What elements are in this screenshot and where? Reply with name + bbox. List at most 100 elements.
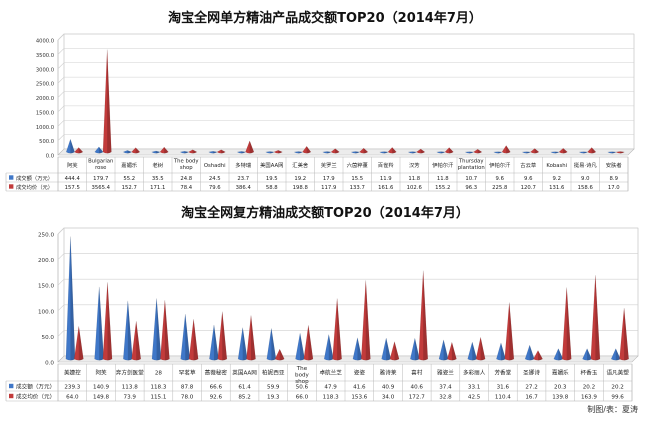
bar-avg-price-12 (418, 270, 429, 361)
gridline (57, 48, 634, 55)
bar-shade (554, 151, 560, 154)
y-tick-label: 3500.0 (36, 53, 54, 59)
data-value-label: 17.0 (608, 185, 620, 191)
bar-shade (624, 308, 629, 361)
category-label: 雅诗莱 (380, 369, 397, 377)
legend-swatch-avg-price (9, 393, 14, 399)
bar-shade (328, 334, 334, 361)
data-value-label: 61.4 (238, 384, 251, 390)
bar-shade (250, 315, 256, 361)
chart-2-title: 淘宝全网复方精油成交额TOP20（2014年7月） (181, 206, 469, 221)
data-value-label: 11.8 (437, 176, 449, 182)
data-value-label: 20.2 (611, 384, 623, 390)
bar-shade (469, 151, 474, 154)
y-tick-label: 200.0 (38, 258, 54, 264)
bar-avg-price-7 (274, 348, 285, 361)
data-value-label: 120.7 (521, 185, 536, 191)
category-label: 伊帕尔汗 (489, 161, 511, 169)
bar-shade (278, 150, 283, 154)
data-value-label: 9.6 (524, 176, 533, 182)
bar-shade (337, 298, 342, 361)
bar-shade (249, 140, 254, 154)
data-value-label: 42.5 (468, 394, 481, 400)
data-value-label: 3565.4 (91, 185, 110, 191)
category-label: 嘉媚乐 (552, 369, 569, 377)
bar-shade (414, 338, 420, 361)
bar-shade (269, 151, 275, 154)
data-value-label: 239.3 (64, 384, 80, 390)
bar-shade (392, 147, 397, 154)
data-value-label: 35.5 (152, 176, 164, 182)
category-label: 汇美舍 (292, 161, 309, 169)
data-value-label: 11.9 (380, 176, 392, 182)
data-value-label: 59.9 (267, 384, 280, 390)
bar-avg-price-6 (245, 140, 255, 154)
category-label: 阿芙 (67, 161, 78, 169)
bar-avg-price-9 (330, 148, 340, 154)
bar-avg-price-0 (74, 147, 84, 154)
bar-shade (164, 300, 170, 361)
data-value-label: 158.6 (578, 185, 594, 191)
bar-shade (383, 151, 389, 154)
data-value-label: 92.6 (210, 394, 223, 400)
data-value-label: 79.6 (209, 185, 221, 191)
bar-avg-price-1 (102, 282, 113, 361)
bar-avg-price-8 (303, 325, 314, 361)
bar-shade (298, 151, 303, 154)
data-value-label: 118.3 (323, 394, 339, 400)
gridline (57, 330, 638, 337)
data-value-label: 153.6 (351, 394, 367, 400)
bar-avg-price-16 (533, 350, 543, 361)
data-value-label: 50.6 (296, 384, 309, 390)
bar-shade (241, 151, 246, 154)
data-value-label: 66.0 (296, 394, 309, 400)
category-label: 卓航兰芝 (319, 369, 342, 377)
data-value-label: 152.7 (122, 185, 137, 191)
data-value-label: 9.6 (496, 176, 505, 182)
bar-shade (222, 311, 227, 361)
chart-1-title: 淘宝全网单方精油产品成交额TOP20（2014年7月） (168, 11, 482, 26)
data-value-label: 19.2 (294, 176, 306, 182)
bar-shade (583, 151, 588, 154)
data-value-label: 58.8 (266, 185, 278, 191)
bar-avg-price-14 (473, 148, 483, 154)
category-label: The body shop (295, 366, 310, 385)
chart-1: 0.0 500.0 1000.0 1500.0 2000.0 2500.0 3000.0 35… (5, 33, 635, 192)
data-value-label: 102.6 (407, 185, 423, 191)
category-label: 芳香堂 (494, 369, 511, 377)
bar-shade (477, 149, 482, 154)
bar-shade (70, 236, 76, 361)
category-label: 安肤者 (606, 161, 622, 169)
bar-shade (99, 286, 104, 361)
category-label: 挺易·诗凡 (574, 161, 598, 169)
bar-shade (357, 337, 363, 361)
bar-avg-price-17 (558, 147, 568, 154)
bar-avg-price-16 (530, 148, 540, 154)
credit-text: 制图/表：夏涛 (587, 405, 638, 414)
gridline (57, 119, 634, 127)
bar-shade (537, 350, 543, 361)
category-label: 柏妮西亚 (262, 369, 285, 377)
category-label: 嘉媚乐 (121, 161, 138, 169)
category-label: 英国AA网 (232, 369, 257, 377)
bar-shade (480, 337, 486, 361)
data-value-label: 64.0 (66, 394, 79, 400)
y-tick-label: 4000.0 (36, 39, 54, 45)
y-tick-label: 3000.0 (36, 67, 54, 73)
data-value-label: 66.6 (210, 384, 223, 390)
data-value-label: 41.6 (353, 384, 366, 390)
data-value-label: 225.8 (492, 185, 508, 191)
bar-avg-price-2 (131, 321, 142, 361)
data-value-label: 131.6 (549, 185, 565, 191)
bar-shade (335, 148, 340, 154)
y-tick-label: 2000.0 (36, 96, 54, 102)
bar-avg-price-8 (302, 145, 312, 154)
bar-shade (566, 287, 572, 361)
data-value-label: 40.6 (411, 384, 424, 390)
bar-avg-price-5 (217, 311, 228, 361)
data-value-label: 386.4 (236, 185, 252, 191)
legend-label-avg-price: 成交均价（元） (16, 392, 55, 400)
bar-shade (472, 342, 477, 361)
bar-avg-price-14 (475, 337, 486, 361)
bar-avg-price-1 (102, 49, 112, 154)
